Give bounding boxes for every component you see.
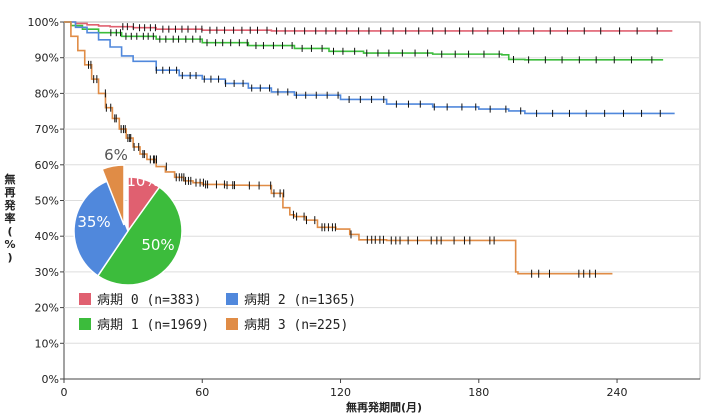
legend-swatch bbox=[79, 293, 91, 305]
y-tick-labels: 0% 10% 20% 30% 40% 50% 60% 70% 80% 90% 100% bbox=[28, 16, 59, 386]
pie-slice-label: 10% bbox=[126, 172, 159, 190]
censor-marks-stage-2 bbox=[155, 66, 661, 117]
curve-stage-3 bbox=[64, 21, 613, 275]
y-tick-label: 100% bbox=[28, 16, 59, 29]
x-axis-label: 無再発期間(月) bbox=[346, 400, 422, 414]
y-tick-label: 90% bbox=[35, 52, 59, 65]
y-tick-label: 0% bbox=[42, 373, 59, 386]
y-tick-label: 50% bbox=[35, 195, 59, 208]
y-tick-label: 60% bbox=[35, 159, 59, 172]
y-tick-label: 40% bbox=[35, 230, 59, 243]
x-tick-label: 120 bbox=[330, 386, 351, 399]
legend: 病期 0 (n=383) 病期 1 (n=1969) 病期 2 (n=1365) 病期… bbox=[79, 293, 356, 333]
pie-slice bbox=[73, 179, 129, 277]
x-tick-labels: 0 60 120 180 240 bbox=[61, 379, 628, 399]
pie-slice bbox=[96, 186, 183, 286]
y-tick-label: 80% bbox=[35, 87, 59, 100]
censor-marks-stage-1 bbox=[110, 29, 653, 64]
pie-slice-label: 35% bbox=[77, 213, 110, 231]
pie-slice-label: 50% bbox=[141, 236, 174, 254]
y-axis-label-char: ( bbox=[7, 225, 12, 238]
legend-swatch bbox=[79, 318, 91, 330]
x-tick-label: 0 bbox=[61, 386, 68, 399]
x-tick-label: 60 bbox=[195, 386, 209, 399]
legend-swatch bbox=[226, 293, 238, 305]
y-axis-label-char: 無 bbox=[5, 172, 16, 186]
y-tick-label: 20% bbox=[35, 302, 59, 315]
pie-slice bbox=[101, 164, 125, 226]
censor-marks bbox=[88, 23, 661, 278]
legend-label: 病期 3 (n=225) bbox=[244, 318, 348, 333]
x-tick-label: 240 bbox=[607, 386, 628, 399]
curve-stage-1 bbox=[64, 21, 664, 61]
legend-label: 病期 0 (n=383) bbox=[97, 293, 201, 308]
censor-marks-stage-0 bbox=[122, 23, 658, 35]
y-axis-label-char: % bbox=[4, 238, 15, 251]
y-axis-label-char: 率 bbox=[5, 211, 16, 225]
legend-swatch bbox=[226, 318, 238, 330]
y-axis-label-char: 再 bbox=[5, 186, 16, 199]
censor-marks-stage-3 bbox=[88, 60, 596, 278]
stage-distribution-pie: 10% 50% 35% 6% bbox=[73, 146, 183, 286]
legend-label: 病期 2 (n=1365) bbox=[244, 293, 356, 308]
y-axis-label-char: 発 bbox=[4, 198, 17, 212]
y-axis-label-char: ) bbox=[7, 251, 12, 264]
legend-label: 病期 1 (n=1969) bbox=[97, 318, 209, 333]
pie-slice-label: 6% bbox=[104, 146, 128, 164]
x-tick-label: 180 bbox=[468, 386, 489, 399]
y-tick-label: 70% bbox=[35, 123, 59, 136]
y-tick-label: 30% bbox=[35, 266, 59, 279]
y-tick-label: 10% bbox=[35, 337, 59, 350]
